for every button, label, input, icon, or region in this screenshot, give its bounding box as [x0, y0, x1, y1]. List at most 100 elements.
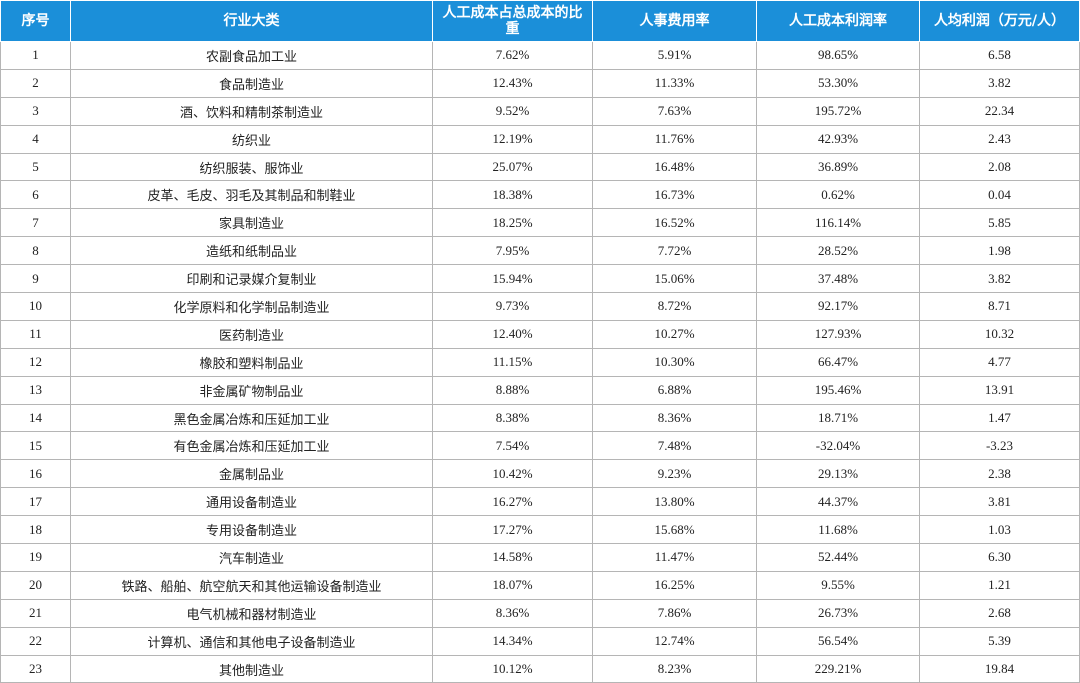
table-cell: 酒、饮料和精制茶制造业	[70, 96, 433, 126]
table-row: 6 皮革、毛皮、羽毛及其制品和制鞋业 18.38% 16.73% 0.62% 0.04	[0, 180, 1080, 210]
table-cell: 6.30	[919, 543, 1080, 572]
table-cell: 17.27%	[432, 515, 593, 545]
table-cell: 食品制造业	[70, 68, 433, 98]
table-row: 21 电气机械和器材制造业 8.36% 7.86% 26.73% 2.68	[0, 598, 1080, 628]
table-cell: 7.95%	[432, 236, 593, 266]
table-cell: 18.71%	[756, 403, 920, 433]
table-cell: 18.38%	[432, 180, 593, 210]
table-cell: 8.71	[919, 292, 1080, 321]
table-cell: 纺织业	[70, 124, 433, 154]
table-cell: 15.06%	[592, 264, 757, 294]
table-cell: 13.91	[919, 375, 1080, 405]
table-cell: 98.65%	[756, 41, 920, 70]
table-cell: 9.52%	[432, 96, 593, 126]
table-cell: 18.25%	[432, 208, 593, 238]
table-cell: 农副食品加工业	[70, 41, 433, 70]
table-cell: 28.52%	[756, 236, 920, 266]
table-cell: 8.36%	[432, 598, 593, 628]
table-cell: 66.47%	[756, 347, 920, 377]
table-cell: 5.85	[919, 208, 1080, 238]
table-cell: 11.15%	[432, 347, 593, 377]
table-cell: 汽车制造业	[70, 543, 433, 572]
table-cell: 7.54%	[432, 431, 593, 461]
table-row: 7 家具制造业 18.25% 16.52% 116.14% 5.85	[0, 208, 1080, 238]
table-row: 11 医药制造业 12.40% 10.27% 127.93% 10.32	[0, 319, 1080, 349]
table-cell: 12.40%	[432, 319, 593, 349]
table-row: 20 铁路、船舶、航空航天和其他运输设备制造业 18.07% 16.25% 9.55% 1…	[0, 570, 1080, 600]
table-cell: 3.82	[919, 264, 1080, 294]
table-cell: 8	[0, 236, 71, 266]
table-cell: 19.84	[919, 654, 1080, 683]
table-cell: 16.27%	[432, 487, 593, 517]
table-cell: 1.03	[919, 515, 1080, 545]
table-cell: 9.55%	[756, 570, 920, 600]
table-cell: 化学原料和化学制品制造业	[70, 292, 433, 321]
table-cell: 3.81	[919, 487, 1080, 517]
table-cell: 15.94%	[432, 264, 593, 294]
table-row: 22 计算机、通信和其他电子设备制造业 14.34% 12.74% 56.54% 5.39	[0, 626, 1080, 656]
table-body: 1 农副食品加工业 7.62% 5.91% 98.65% 6.58 2 食品制造业 12.43%…	[0, 41, 1080, 683]
table-row: 23 其他制造业 10.12% 8.23% 229.21% 19.84	[0, 654, 1080, 683]
table-cell: 92.17%	[756, 292, 920, 321]
table-cell: 家具制造业	[70, 208, 433, 238]
table-row: 16 金属制品业 10.42% 9.23% 29.13% 2.38	[0, 459, 1080, 489]
table-cell: 10.12%	[432, 654, 593, 683]
table-cell: 53.30%	[756, 68, 920, 98]
header-cell: 人均利润（万元/人）	[919, 0, 1080, 42]
table-cell: 10.42%	[432, 459, 593, 489]
table-cell: 14.34%	[432, 626, 593, 656]
table-cell: 有色金属冶炼和压延加工业	[70, 431, 433, 461]
table-cell: 15	[0, 431, 71, 461]
table-cell: 11.33%	[592, 68, 757, 98]
table-cell: 皮革、毛皮、羽毛及其制品和制鞋业	[70, 180, 433, 210]
table-cell: 14	[0, 403, 71, 433]
table-cell: 16	[0, 459, 71, 489]
table-cell: 12.19%	[432, 124, 593, 154]
table-row: 17 通用设备制造业 16.27% 13.80% 44.37% 3.81	[0, 487, 1080, 517]
table-row: 4 纺织业 12.19% 11.76% 42.93% 2.43	[0, 124, 1080, 154]
table-row: 10 化学原料和化学制品制造业 9.73% 8.72% 92.17% 8.71	[0, 292, 1080, 321]
table-cell: 3.82	[919, 68, 1080, 98]
table-cell: 127.93%	[756, 319, 920, 349]
table-row: 18 专用设备制造业 17.27% 15.68% 11.68% 1.03	[0, 515, 1080, 545]
table-cell: 7	[0, 208, 71, 238]
table-cell: 10.27%	[592, 319, 757, 349]
table-cell: 2.38	[919, 459, 1080, 489]
table-cell: 11.47%	[592, 543, 757, 572]
table-cell: 15.68%	[592, 515, 757, 545]
table-cell: 56.54%	[756, 626, 920, 656]
table-cell: 195.72%	[756, 96, 920, 126]
table-cell: 25.07%	[432, 152, 593, 182]
table-cell: 13	[0, 375, 71, 405]
table-cell: 13.80%	[592, 487, 757, 517]
table-cell: 5.91%	[592, 41, 757, 70]
table-row: 14 黑色金属冶炼和压延加工业 8.38% 8.36% 18.71% 1.47	[0, 403, 1080, 433]
table-cell: 其他制造业	[70, 654, 433, 683]
table-cell: 电气机械和器材制造业	[70, 598, 433, 628]
table-row: 1 农副食品加工业 7.62% 5.91% 98.65% 6.58	[0, 41, 1080, 70]
table-cell: 8.38%	[432, 403, 593, 433]
table-cell: 7.48%	[592, 431, 757, 461]
header-cell: 行业大类	[70, 0, 433, 42]
table-row: 3 酒、饮料和精制茶制造业 9.52% 7.63% 195.72% 22.34	[0, 96, 1080, 126]
table-cell: 7.62%	[432, 41, 593, 70]
table-cell: 9.23%	[592, 459, 757, 489]
table-cell: 1.98	[919, 236, 1080, 266]
table-cell: 23	[0, 654, 71, 683]
table-cell: 12.74%	[592, 626, 757, 656]
table-cell: 非金属矿物制品业	[70, 375, 433, 405]
table-cell: 29.13%	[756, 459, 920, 489]
table-cell: 195.46%	[756, 375, 920, 405]
table-cell: 42.93%	[756, 124, 920, 154]
table-cell: 11.76%	[592, 124, 757, 154]
table-cell: 44.37%	[756, 487, 920, 517]
table-cell: 医药制造业	[70, 319, 433, 349]
table-cell: 22.34	[919, 96, 1080, 126]
table-cell: 6	[0, 180, 71, 210]
table-cell: 8.72%	[592, 292, 757, 321]
table-cell: 229.21%	[756, 654, 920, 683]
table-row: 12 橡胶和塑料制品业 11.15% 10.30% 66.47% 4.77	[0, 347, 1080, 377]
table-cell: 7.72%	[592, 236, 757, 266]
